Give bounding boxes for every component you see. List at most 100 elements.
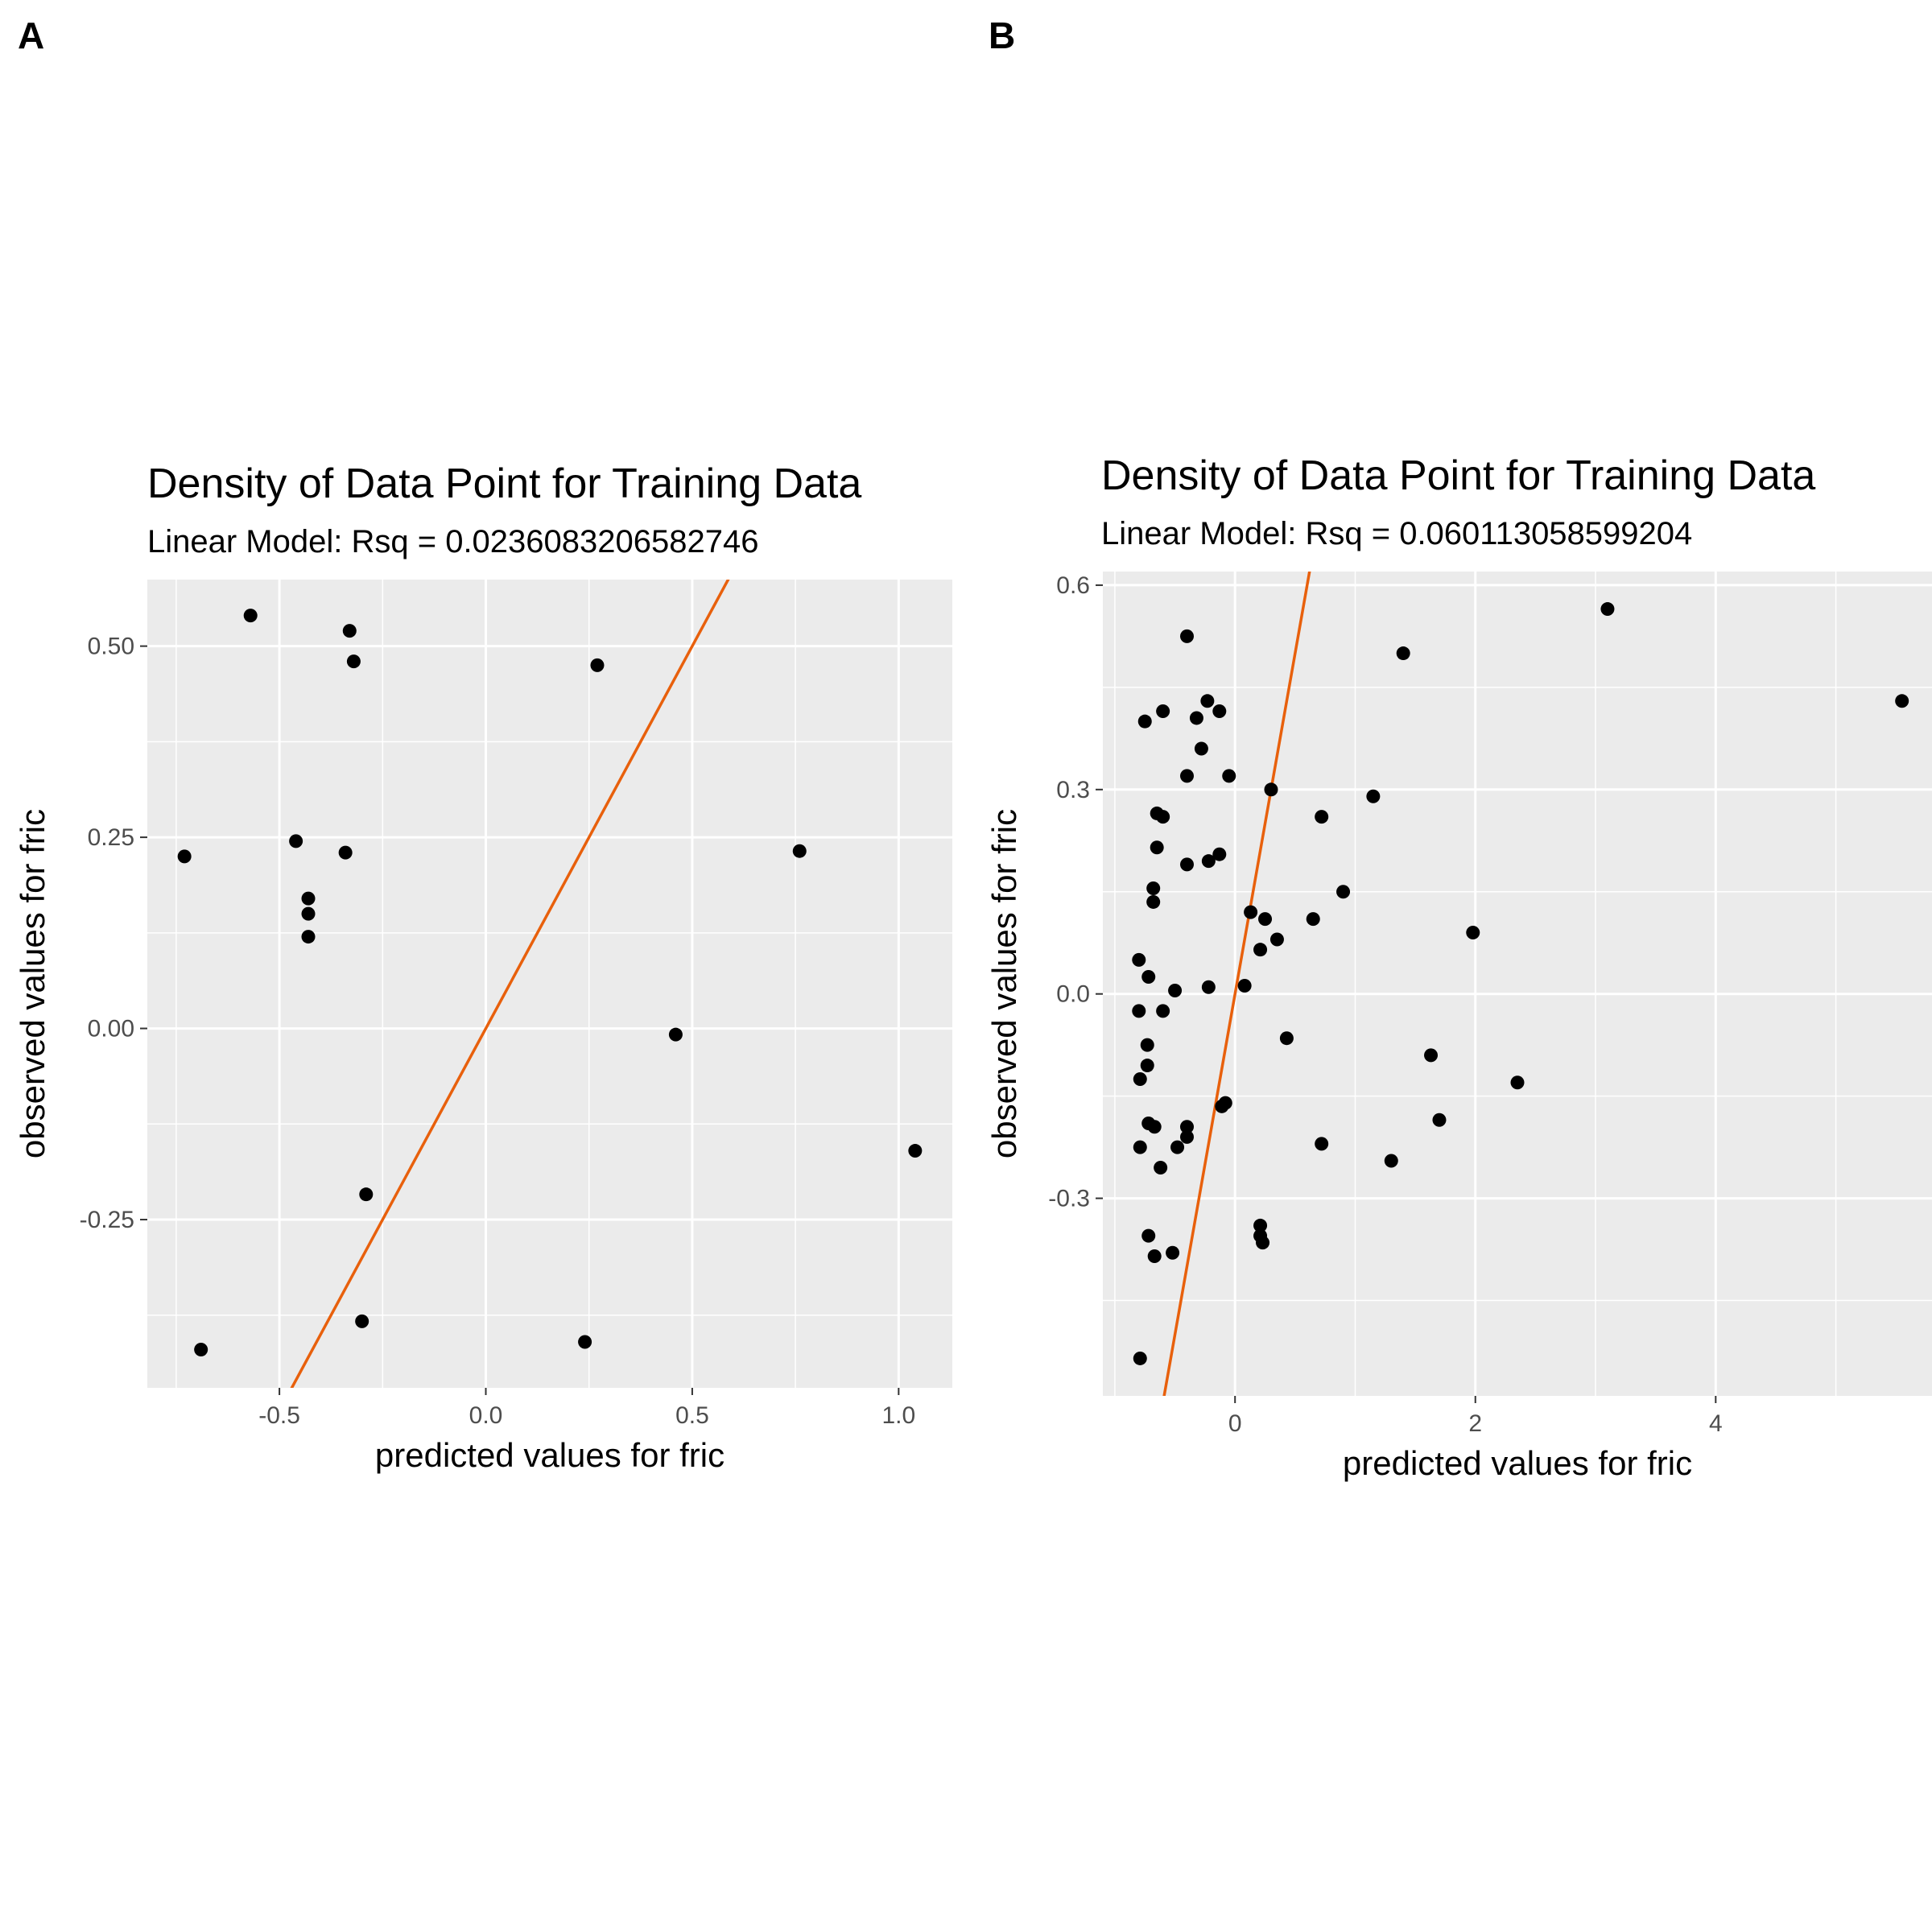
- data-point: [1166, 1245, 1180, 1260]
- data-point: [1140, 1038, 1154, 1052]
- chart-subtitle: Linear Model: Rsq = 0.0236083206582746: [147, 524, 759, 559]
- data-point: [1179, 769, 1194, 783]
- data-point: [1201, 854, 1216, 869]
- x-tick-label: 0: [1228, 1410, 1242, 1437]
- y-axis-title: observed values for fric: [14, 809, 52, 1158]
- data-point: [792, 844, 807, 858]
- x-tick-label: 2: [1468, 1410, 1482, 1437]
- gridlines: [147, 580, 952, 1388]
- data-point: [1201, 980, 1216, 994]
- data-point: [355, 1314, 369, 1328]
- data-point: [1237, 979, 1252, 993]
- plot-area: [177, 580, 923, 1388]
- data-point: [1147, 1120, 1162, 1134]
- data-point: [1253, 1218, 1268, 1232]
- data-point: [1396, 646, 1410, 661]
- data-point: [1466, 926, 1480, 940]
- data-point: [194, 1343, 208, 1357]
- data-point: [590, 658, 605, 672]
- data-point: [1212, 704, 1227, 718]
- data-point: [359, 1187, 374, 1202]
- reference-line: [1162, 572, 1311, 1396]
- data-point: [1156, 704, 1170, 718]
- data-point: [908, 1144, 923, 1158]
- y-axis-title: observed values for fric: [985, 809, 1023, 1158]
- y-tick-label: 0.50: [88, 634, 134, 660]
- data-point: [668, 1027, 683, 1042]
- x-axis-title: predicted values for fric: [1343, 1444, 1692, 1482]
- panel-b: B Density of Data Point for Training Dat…: [985, 14, 1932, 1482]
- data-point: [301, 906, 316, 921]
- data-point: [243, 609, 258, 623]
- plot-area: [1132, 572, 1909, 1396]
- data-points: [177, 609, 923, 1357]
- data-point: [1384, 1154, 1398, 1168]
- axis-ticks: 0 2 4 -0.3 0.0 0.3 0.6: [1048, 572, 1722, 1437]
- data-point: [1140, 1059, 1154, 1073]
- data-point: [1141, 1228, 1156, 1243]
- data-point: [1133, 1351, 1147, 1365]
- data-point: [1315, 810, 1329, 824]
- chart-title: Density of Data Point for Training Data: [1101, 452, 1815, 499]
- y-tick-label: -0.3: [1048, 1186, 1090, 1212]
- y-tick-label: -0.25: [80, 1207, 134, 1233]
- x-tick-label: 0.0: [469, 1402, 503, 1429]
- data-point: [1133, 1140, 1147, 1154]
- chart-title: Density of Data Point for Training Data: [147, 460, 861, 507]
- data-point: [1258, 912, 1273, 927]
- data-point: [1366, 789, 1381, 803]
- data-points: [1132, 602, 1909, 1365]
- axis-ticks: -0.5 0.0 0.5 1.0 -0.25 0.00 0.25 0.50: [80, 634, 916, 1429]
- data-point: [1150, 840, 1164, 855]
- panel-tag: B: [989, 14, 1015, 56]
- data-point: [177, 849, 192, 864]
- data-point: [1279, 1031, 1294, 1046]
- data-point: [578, 1335, 592, 1349]
- data-point: [1244, 905, 1258, 919]
- x-tick-label: -0.5: [258, 1402, 300, 1429]
- data-point: [1253, 943, 1268, 957]
- data-point: [1141, 970, 1156, 985]
- x-tick-label: 1.0: [881, 1402, 915, 1429]
- data-point: [1189, 711, 1203, 725]
- data-point: [1132, 952, 1146, 967]
- x-tick-label: 4: [1709, 1410, 1723, 1437]
- data-point: [1179, 1120, 1194, 1134]
- data-point: [1179, 1129, 1194, 1144]
- data-point: [346, 654, 361, 669]
- plot-panel: [1103, 572, 1932, 1396]
- data-point: [1146, 881, 1161, 896]
- y-tick-label: 0.0: [1056, 981, 1090, 1008]
- data-point: [1510, 1075, 1525, 1090]
- panel-tag: A: [18, 14, 44, 56]
- data-point: [1212, 847, 1227, 861]
- data-point: [289, 834, 303, 848]
- data-point: [1147, 1249, 1162, 1264]
- data-point: [1200, 694, 1215, 708]
- data-point: [1179, 629, 1194, 643]
- data-point: [1336, 885, 1351, 899]
- plot-panel: [147, 580, 952, 1388]
- data-point: [1137, 714, 1152, 729]
- x-axis-title: predicted values for fric: [375, 1436, 724, 1474]
- data-point: [301, 930, 316, 944]
- panel-a: A Density of Data Point for Training Dat…: [14, 14, 952, 1474]
- data-point: [1264, 782, 1278, 797]
- gridlines: [1103, 572, 1932, 1396]
- data-point: [1179, 857, 1194, 872]
- y-tick-label: 0.25: [88, 824, 134, 851]
- data-point: [1146, 894, 1161, 909]
- data-point: [1315, 1137, 1329, 1151]
- data-point: [1133, 1071, 1147, 1086]
- data-point: [338, 845, 353, 860]
- data-point: [1306, 912, 1320, 927]
- data-point: [1222, 769, 1236, 783]
- chart-subtitle: Linear Model: Rsq = 0.060113058599204: [1101, 516, 1692, 551]
- data-point: [1132, 1004, 1146, 1018]
- data-point: [1194, 741, 1208, 756]
- data-point: [1600, 602, 1615, 617]
- x-tick-label: 0.5: [675, 1402, 709, 1429]
- data-point: [1895, 694, 1909, 708]
- data-point: [1432, 1113, 1447, 1127]
